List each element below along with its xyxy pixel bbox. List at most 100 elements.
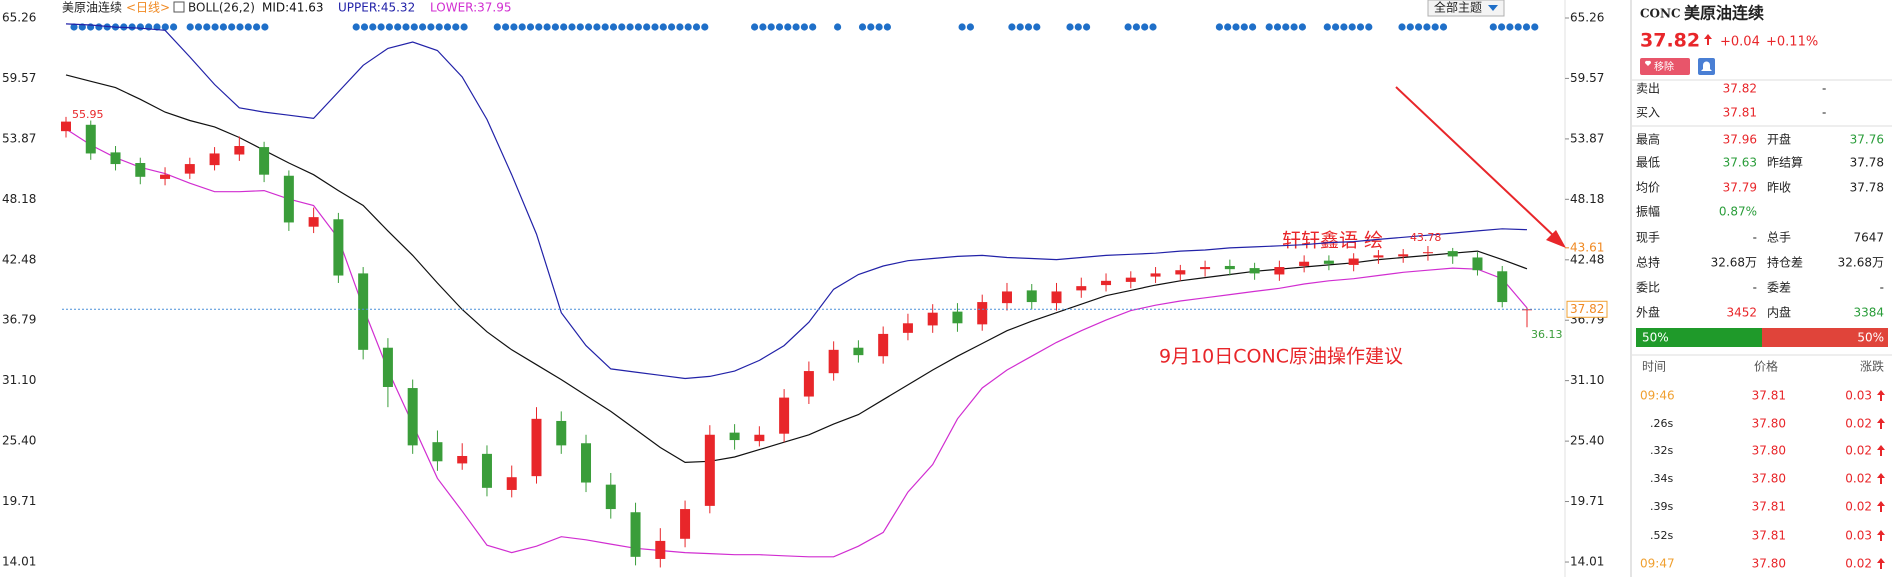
signal-dot bbox=[1066, 23, 1074, 31]
trade-change: 0.02 bbox=[1845, 472, 1872, 486]
field-label: 卖出 bbox=[1636, 82, 1660, 96]
marker-label: 43.61 bbox=[1570, 240, 1604, 254]
signal-dot bbox=[560, 23, 568, 31]
candle-body bbox=[853, 347, 864, 356]
signal-dot bbox=[211, 23, 219, 31]
annotation: 9月10日CONC原油操作建议 bbox=[1159, 346, 1403, 368]
sell-ratio-bar bbox=[1762, 328, 1888, 347]
signal-dot bbox=[502, 23, 510, 31]
candle-body bbox=[1101, 280, 1112, 286]
band-line bbox=[65, 23, 1528, 380]
trade-up-arrow bbox=[1877, 501, 1885, 512]
candle-body bbox=[952, 311, 963, 324]
trade-price: 37.80 bbox=[1752, 444, 1786, 458]
period[interactable]: <日线> bbox=[126, 1, 170, 15]
candle-body bbox=[506, 477, 517, 490]
signal-dot bbox=[153, 23, 161, 31]
high-label: 43.78 bbox=[1410, 231, 1442, 244]
field-label: 外盘 bbox=[1636, 305, 1660, 320]
candle-body bbox=[1224, 265, 1235, 270]
theme-button[interactable] bbox=[1427, 0, 1505, 17]
signal-dot bbox=[1340, 23, 1348, 31]
y-tick-label: 14.01 bbox=[2, 555, 36, 569]
field-value: 0.87% bbox=[1719, 205, 1757, 219]
signal-dot bbox=[1356, 23, 1365, 31]
candle-body bbox=[135, 163, 146, 177]
current-price-box bbox=[1566, 300, 1608, 318]
field-label: 买入 bbox=[1636, 106, 1660, 120]
field-value: - bbox=[1880, 281, 1884, 295]
candle-body bbox=[184, 164, 195, 174]
field-value: 37.78 bbox=[1850, 156, 1884, 170]
candle-body bbox=[308, 217, 319, 227]
candle-body bbox=[1422, 252, 1433, 254]
indicator-icon[interactable] bbox=[173, 1, 185, 13]
signal-dot bbox=[751, 23, 759, 31]
candle-body bbox=[209, 153, 220, 166]
signal-dot bbox=[800, 23, 809, 31]
field-label: 总手 bbox=[1767, 231, 1791, 245]
candle-body bbox=[828, 349, 839, 374]
signal-dot bbox=[643, 23, 651, 31]
signal-dot bbox=[228, 23, 236, 31]
signal-dot bbox=[1398, 23, 1406, 31]
candle-body bbox=[704, 434, 715, 506]
signal-dot bbox=[219, 23, 227, 31]
trade-up-arrow bbox=[1877, 390, 1885, 401]
signal-dot bbox=[1323, 23, 1331, 31]
signal-dot bbox=[809, 23, 817, 31]
sell-ratio-label: 50% bbox=[1857, 331, 1884, 345]
signal-dot bbox=[1149, 23, 1157, 31]
field-label: 昨结算 bbox=[1767, 155, 1803, 170]
signal-dot bbox=[1033, 23, 1041, 31]
signal-dot bbox=[1423, 23, 1431, 31]
trade-price: 37.81 bbox=[1752, 529, 1786, 543]
signal-dot bbox=[410, 23, 418, 31]
signal-dot bbox=[427, 23, 435, 31]
low-label: 36.13 bbox=[1531, 328, 1563, 341]
signal-dot bbox=[535, 23, 543, 31]
y-tick-label-right: 31.10 bbox=[1570, 373, 1604, 387]
candle-body bbox=[655, 540, 666, 559]
trade-time: 09:47 bbox=[1640, 557, 1675, 571]
up-arrow bbox=[1704, 34, 1712, 45]
trade-time: .39s bbox=[1650, 500, 1673, 513]
remove-label: 移除 bbox=[1654, 60, 1674, 73]
signal-dot bbox=[1249, 23, 1257, 31]
trade-up-arrow bbox=[1877, 445, 1885, 456]
signal-dot bbox=[236, 23, 244, 31]
trade-up-arrow bbox=[1877, 530, 1885, 541]
signal-dot bbox=[775, 23, 784, 31]
signal-dot bbox=[1074, 23, 1082, 31]
signal-dot bbox=[1215, 23, 1223, 31]
field-value: 37.79 bbox=[1723, 181, 1757, 195]
trade-up-arrow bbox=[1877, 558, 1885, 569]
signal-dot bbox=[1124, 23, 1132, 31]
trade-up-arrow bbox=[1877, 473, 1885, 484]
trade-header: 涨跌 bbox=[1860, 359, 1884, 374]
candle-body bbox=[283, 175, 294, 223]
signal-dot bbox=[1298, 23, 1306, 31]
signal-dot bbox=[784, 23, 792, 31]
legend-entry: UPPER:45.32 bbox=[338, 1, 415, 15]
signal-dot bbox=[883, 23, 892, 31]
signal-dot bbox=[510, 23, 518, 31]
field-label: 委比 bbox=[1636, 281, 1660, 295]
remove-button[interactable] bbox=[1640, 58, 1690, 75]
signal-dot bbox=[1273, 23, 1282, 31]
arrow-line bbox=[1395, 86, 1557, 239]
candle-body bbox=[878, 333, 889, 357]
candle-body bbox=[605, 484, 616, 510]
field-value: - bbox=[1753, 281, 1757, 295]
signal-dot bbox=[1282, 23, 1290, 31]
y-tick-label-right: 53.87 bbox=[1570, 131, 1604, 145]
signal-dot bbox=[668, 23, 676, 31]
candle-body bbox=[160, 174, 171, 179]
candle-body bbox=[1150, 273, 1161, 277]
trade-change: 0.02 bbox=[1845, 417, 1872, 431]
signal-dot bbox=[186, 23, 194, 31]
signal-dot bbox=[435, 23, 443, 31]
signal-dot bbox=[443, 23, 452, 31]
candle-body bbox=[1026, 290, 1037, 303]
